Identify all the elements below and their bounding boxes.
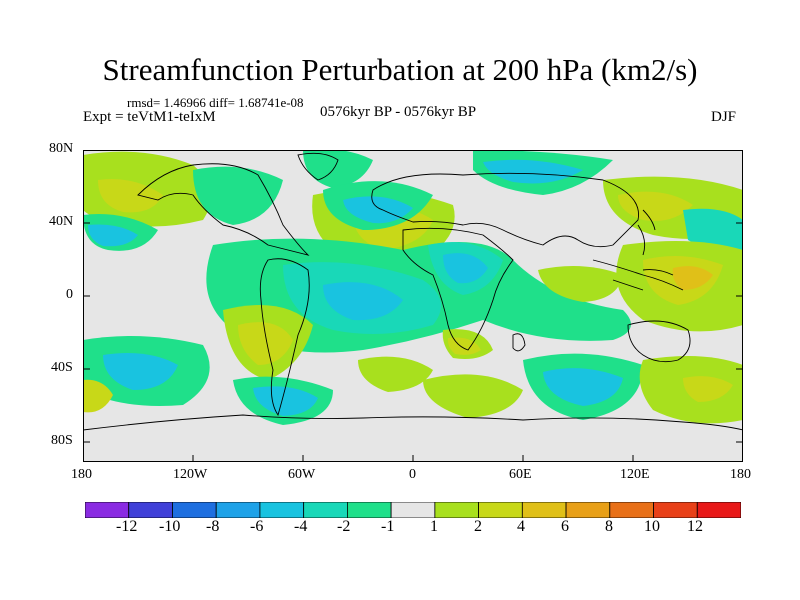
period-label: 0576kyr BP - 0576kyr BP [320, 104, 477, 120]
colorbar-label: 2 [474, 518, 482, 535]
colorbar-label: -1 [381, 518, 395, 535]
lon-label-120w: 120W [173, 467, 208, 482]
colorbar-swatch [434, 502, 479, 518]
colorbar-swatch [478, 502, 523, 518]
season-label: DJF [711, 109, 737, 125]
colorbar-label: -10 [159, 518, 181, 535]
stats-line: rmsd= 1.46966 diff= 1.68741e-08 [127, 95, 304, 110]
colorbar-swatch [521, 502, 567, 518]
plot-title: Streamfunction Perturbation at 200 hPa (… [102, 52, 698, 87]
colorbar-swatch [696, 502, 741, 518]
lon-label-60e: 60E [509, 467, 532, 482]
lat-label-eq: 0 [66, 287, 73, 302]
contour-field [83, 150, 743, 425]
colorbar [85, 502, 741, 518]
lat-label-80n: 80N [49, 141, 74, 156]
colorbar-swatch [172, 502, 217, 518]
colorbar-label: 8 [605, 518, 613, 535]
colorbar-label: -2 [337, 518, 351, 535]
colorbar-swatch [259, 502, 305, 518]
colorbar-label: -12 [116, 518, 138, 535]
colorbar-label: 1 [430, 518, 438, 535]
colorbar-swatch [390, 502, 436, 518]
coastlines [83, 152, 743, 431]
colorbar-swatch [346, 502, 392, 518]
axis-ticks [83, 150, 743, 462]
colorbar-label: 4 [517, 518, 525, 535]
colorbar-swatch [215, 502, 261, 518]
colorbar-swatch [85, 502, 130, 518]
colorbar-swatch [303, 502, 348, 518]
colorbar-swatch [609, 502, 654, 518]
colorbar-label: -4 [294, 518, 308, 535]
lat-label-40n: 40N [49, 214, 74, 229]
lon-label-0: 0 [409, 467, 416, 482]
lat-label-80s: 80S [51, 433, 73, 448]
colorbar-label: 10 [644, 518, 660, 535]
colorbar-label: 12 [687, 518, 703, 535]
experiment-label: Expt = teVtM1-teIxM [83, 109, 216, 125]
colorbar-label: -6 [250, 518, 264, 535]
colorbar-swatch [565, 502, 611, 518]
lon-label-120e: 120E [620, 467, 650, 482]
colorbar-label: -8 [206, 518, 220, 535]
streamfunction-map [83, 150, 743, 462]
lon-label-60w: 60W [288, 467, 316, 482]
lon-label-180e: 180 [730, 467, 751, 482]
colorbar-label: 6 [561, 518, 569, 535]
lat-label-40s: 40S [51, 360, 73, 375]
lon-label-180w: 180 [71, 467, 92, 482]
colorbar-swatch [128, 502, 173, 518]
colorbar-swatch [653, 502, 698, 518]
